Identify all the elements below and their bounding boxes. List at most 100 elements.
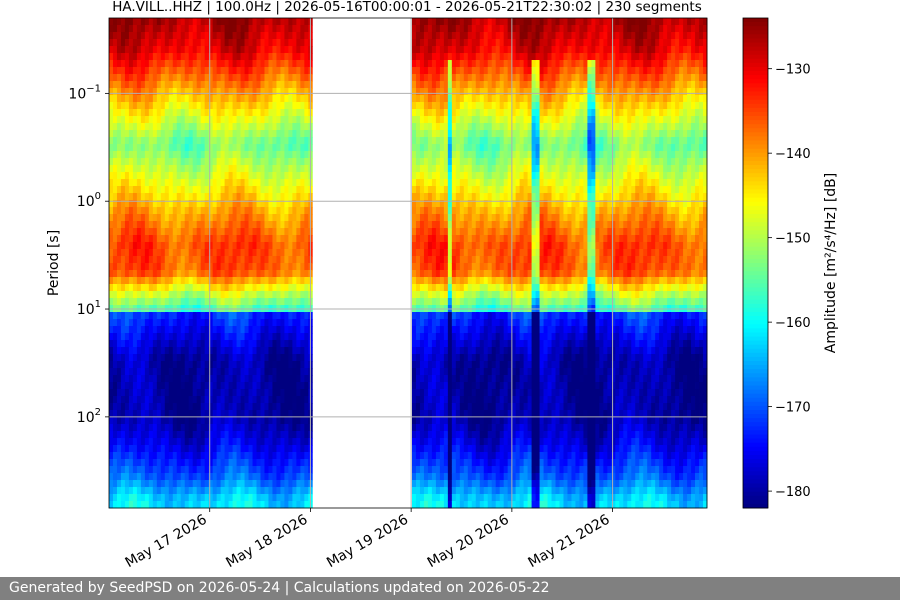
heatmap-cell (491, 158, 497, 166)
heatmap-cell (304, 60, 309, 68)
heatmap-cell (284, 81, 289, 89)
heatmap-cell (467, 74, 473, 82)
heatmap-cell (180, 452, 186, 460)
heatmap-cell (140, 459, 146, 467)
heatmap-cell (483, 102, 489, 110)
heatmap-cell (487, 60, 493, 68)
heatmap-cell (272, 270, 277, 278)
heatmap-cell (256, 165, 261, 173)
heatmap-cell (288, 221, 293, 229)
heatmap-cell (451, 74, 457, 82)
heatmap-cell (220, 32, 226, 40)
heatmap-cell (160, 151, 166, 159)
heatmap-cell (128, 501, 134, 509)
heatmap-cell (136, 228, 142, 236)
heatmap-cell (132, 53, 138, 61)
heatmap-cell (423, 200, 429, 208)
heatmap-cell (471, 319, 477, 327)
heatmap-cell (176, 396, 182, 404)
heatmap-cell (120, 172, 126, 180)
heatmap-cell (112, 312, 118, 320)
heatmap-cell (156, 221, 162, 229)
heatmap-cell (264, 81, 269, 89)
heatmap-cell (172, 88, 178, 96)
heatmap-cell (427, 102, 433, 110)
heatmap-cell (136, 207, 142, 215)
heatmap-cell (148, 333, 154, 341)
heatmap-cell (415, 347, 421, 355)
heatmap-cell (487, 88, 493, 96)
heatmap-cell (292, 319, 297, 327)
heatmap-cell (240, 214, 245, 222)
heatmap-cell (415, 39, 421, 47)
heatmap-cell (120, 67, 126, 75)
heatmap-cell (419, 60, 425, 68)
heatmap-cell (304, 438, 309, 446)
heatmap-cell (144, 466, 150, 474)
heatmap-cell (459, 67, 465, 75)
heatmap-cell (292, 396, 297, 404)
heatmap-cell (459, 200, 465, 208)
heatmap-cell (260, 389, 265, 397)
heatmap-cell (435, 403, 441, 411)
heatmap-cell (300, 277, 305, 285)
heatmap-cell (124, 368, 130, 376)
heatmap-cell (132, 165, 138, 173)
heatmap-cell (216, 263, 222, 271)
heatmap-cell (156, 319, 162, 327)
heatmap-cell (136, 438, 142, 446)
heatmap-cell (200, 361, 206, 369)
heatmap-cell (236, 228, 241, 236)
heatmap-cell (116, 459, 122, 467)
heatmap-cell (224, 67, 229, 75)
heatmap-cell (451, 452, 457, 460)
heatmap-cell (475, 172, 481, 180)
heatmap-cell (236, 67, 241, 75)
heatmap-cell (109, 403, 114, 411)
heatmap-cell (156, 361, 162, 369)
heatmap-cell (256, 326, 261, 334)
heatmap-cell (304, 130, 309, 138)
heatmap-cell (304, 270, 309, 278)
heatmap-cell (180, 368, 186, 376)
heatmap-cell (224, 480, 229, 488)
heatmap-cell (124, 459, 130, 467)
heatmap-cell (264, 361, 269, 369)
heatmap-cell (479, 452, 485, 460)
heatmap-cell (451, 32, 457, 40)
heatmap-cell (415, 32, 421, 40)
heatmap-cell (152, 109, 158, 117)
heatmap-cell (128, 382, 134, 390)
heatmap-cell (160, 361, 166, 369)
heatmap-cell (180, 228, 186, 236)
heatmap-cell (200, 32, 206, 40)
heatmap-cell (156, 95, 162, 103)
heatmap-cell (109, 123, 114, 131)
heatmap-cell (252, 172, 257, 180)
heatmap-cell (447, 361, 453, 369)
heatmap-cell (427, 221, 433, 229)
heatmap-cell (112, 473, 118, 481)
heatmap-cell (132, 214, 138, 222)
heatmap-cell (483, 186, 489, 194)
heatmap-cell (128, 396, 134, 404)
heatmap-cell (483, 270, 489, 278)
heatmap-cell (152, 480, 158, 488)
heatmap-cell (451, 396, 457, 404)
heatmap-cell (419, 361, 425, 369)
heatmap-cell (124, 382, 130, 390)
heatmap-cell (140, 361, 146, 369)
heatmap-cell (427, 480, 433, 488)
heatmap-cell (256, 67, 261, 75)
heatmap-cell (471, 340, 477, 348)
heatmap-cell (232, 452, 237, 460)
heatmap-cell (463, 60, 469, 68)
heatmap-cell (244, 109, 249, 117)
heatmap-cell (196, 501, 202, 509)
heatmap-cell (256, 137, 261, 145)
heatmap-cell (487, 375, 493, 383)
heatmap-cell (180, 193, 186, 201)
heatmap-cell (264, 452, 269, 460)
heatmap-cell (435, 256, 441, 264)
heatmap-cell (164, 67, 170, 75)
